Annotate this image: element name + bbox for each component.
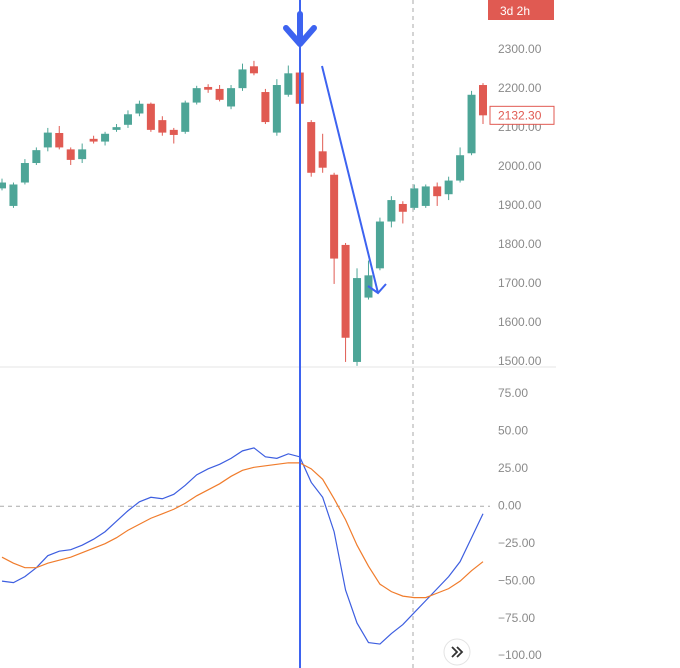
candle-body bbox=[330, 174, 339, 259]
y-tick-label: 75.00 bbox=[498, 386, 528, 400]
candle-body bbox=[272, 85, 281, 133]
indicator-line bbox=[1, 462, 484, 599]
candle-body bbox=[307, 122, 316, 173]
candle-body bbox=[55, 132, 64, 148]
candle-body bbox=[43, 132, 52, 148]
chevrons[interactable] bbox=[451, 646, 464, 658]
y-tick-label: 1900.00 bbox=[498, 198, 542, 212]
candle-body bbox=[0, 182, 6, 189]
candle-body bbox=[479, 85, 487, 116]
candle-body bbox=[9, 184, 18, 206]
candle-body bbox=[284, 73, 293, 95]
candle-body bbox=[146, 103, 155, 130]
y-tick-label: 2300.00 bbox=[498, 42, 542, 56]
scroll-button[interactable] bbox=[443, 638, 471, 666]
indicator-line bbox=[1, 447, 484, 645]
candle-body bbox=[215, 88, 224, 100]
y-tick-label: 25.00 bbox=[498, 461, 528, 475]
candle-body bbox=[467, 94, 476, 154]
candle-body bbox=[204, 86, 213, 90]
candle-body bbox=[169, 129, 178, 135]
y-tick-label: 50.00 bbox=[498, 424, 528, 438]
candle-body bbox=[261, 92, 270, 123]
candle-body bbox=[387, 200, 396, 222]
candle-body bbox=[32, 150, 41, 164]
candle-body bbox=[421, 186, 430, 206]
candle-body bbox=[101, 133, 110, 142]
candle-body bbox=[20, 163, 29, 183]
candle-body bbox=[444, 180, 453, 195]
y-tick-label: −100.00 bbox=[498, 648, 542, 662]
y-tick-label: 1700.00 bbox=[498, 276, 542, 290]
last-price-label: 2132.30 bbox=[498, 108, 542, 122]
down-arrow bbox=[283, 11, 317, 47]
candle-body bbox=[78, 149, 87, 160]
y-tick-label: −50.00 bbox=[498, 573, 535, 587]
y-tick-label: 0.00 bbox=[498, 498, 522, 512]
candle-body bbox=[89, 138, 98, 142]
candle-body bbox=[353, 278, 362, 362]
candle-body bbox=[135, 103, 144, 114]
y-tick-label: −25.00 bbox=[498, 536, 535, 550]
candle-body bbox=[238, 69, 247, 89]
y-tick-label: 1600.00 bbox=[498, 315, 542, 329]
candle-body bbox=[375, 221, 384, 269]
candle-body bbox=[456, 155, 465, 181]
candle-body bbox=[123, 114, 132, 125]
candle-body bbox=[66, 149, 75, 160]
candle-body bbox=[433, 186, 442, 197]
y-tick-label: 1500.00 bbox=[498, 354, 542, 368]
candle-body bbox=[318, 151, 327, 168]
candle-body bbox=[158, 120, 167, 133]
y-tick-label: 2000.00 bbox=[498, 159, 542, 173]
y-tick-label: 2200.00 bbox=[498, 81, 542, 95]
countdown: 3d 2h bbox=[500, 4, 530, 18]
last-price-box bbox=[489, 105, 555, 125]
candle-body bbox=[227, 88, 236, 107]
candle-body bbox=[192, 88, 201, 103]
y-tick-label: 1800.00 bbox=[498, 237, 542, 251]
candle-body bbox=[181, 102, 190, 132]
price-axis: 2300.002200.002100.002000.001900.001800.… bbox=[498, 42, 542, 662]
candle-body bbox=[249, 66, 258, 74]
y-tick-label: −75.00 bbox=[498, 611, 535, 625]
trend-arrow bbox=[321, 65, 387, 295]
oscillator-panel bbox=[0, 447, 490, 645]
candle-body bbox=[341, 244, 350, 338]
candle-body bbox=[112, 127, 121, 130]
candle-body bbox=[410, 188, 419, 208]
countdown-box bbox=[488, 0, 554, 20]
candle-body bbox=[398, 203, 407, 212]
price-panel bbox=[0, 60, 487, 366]
